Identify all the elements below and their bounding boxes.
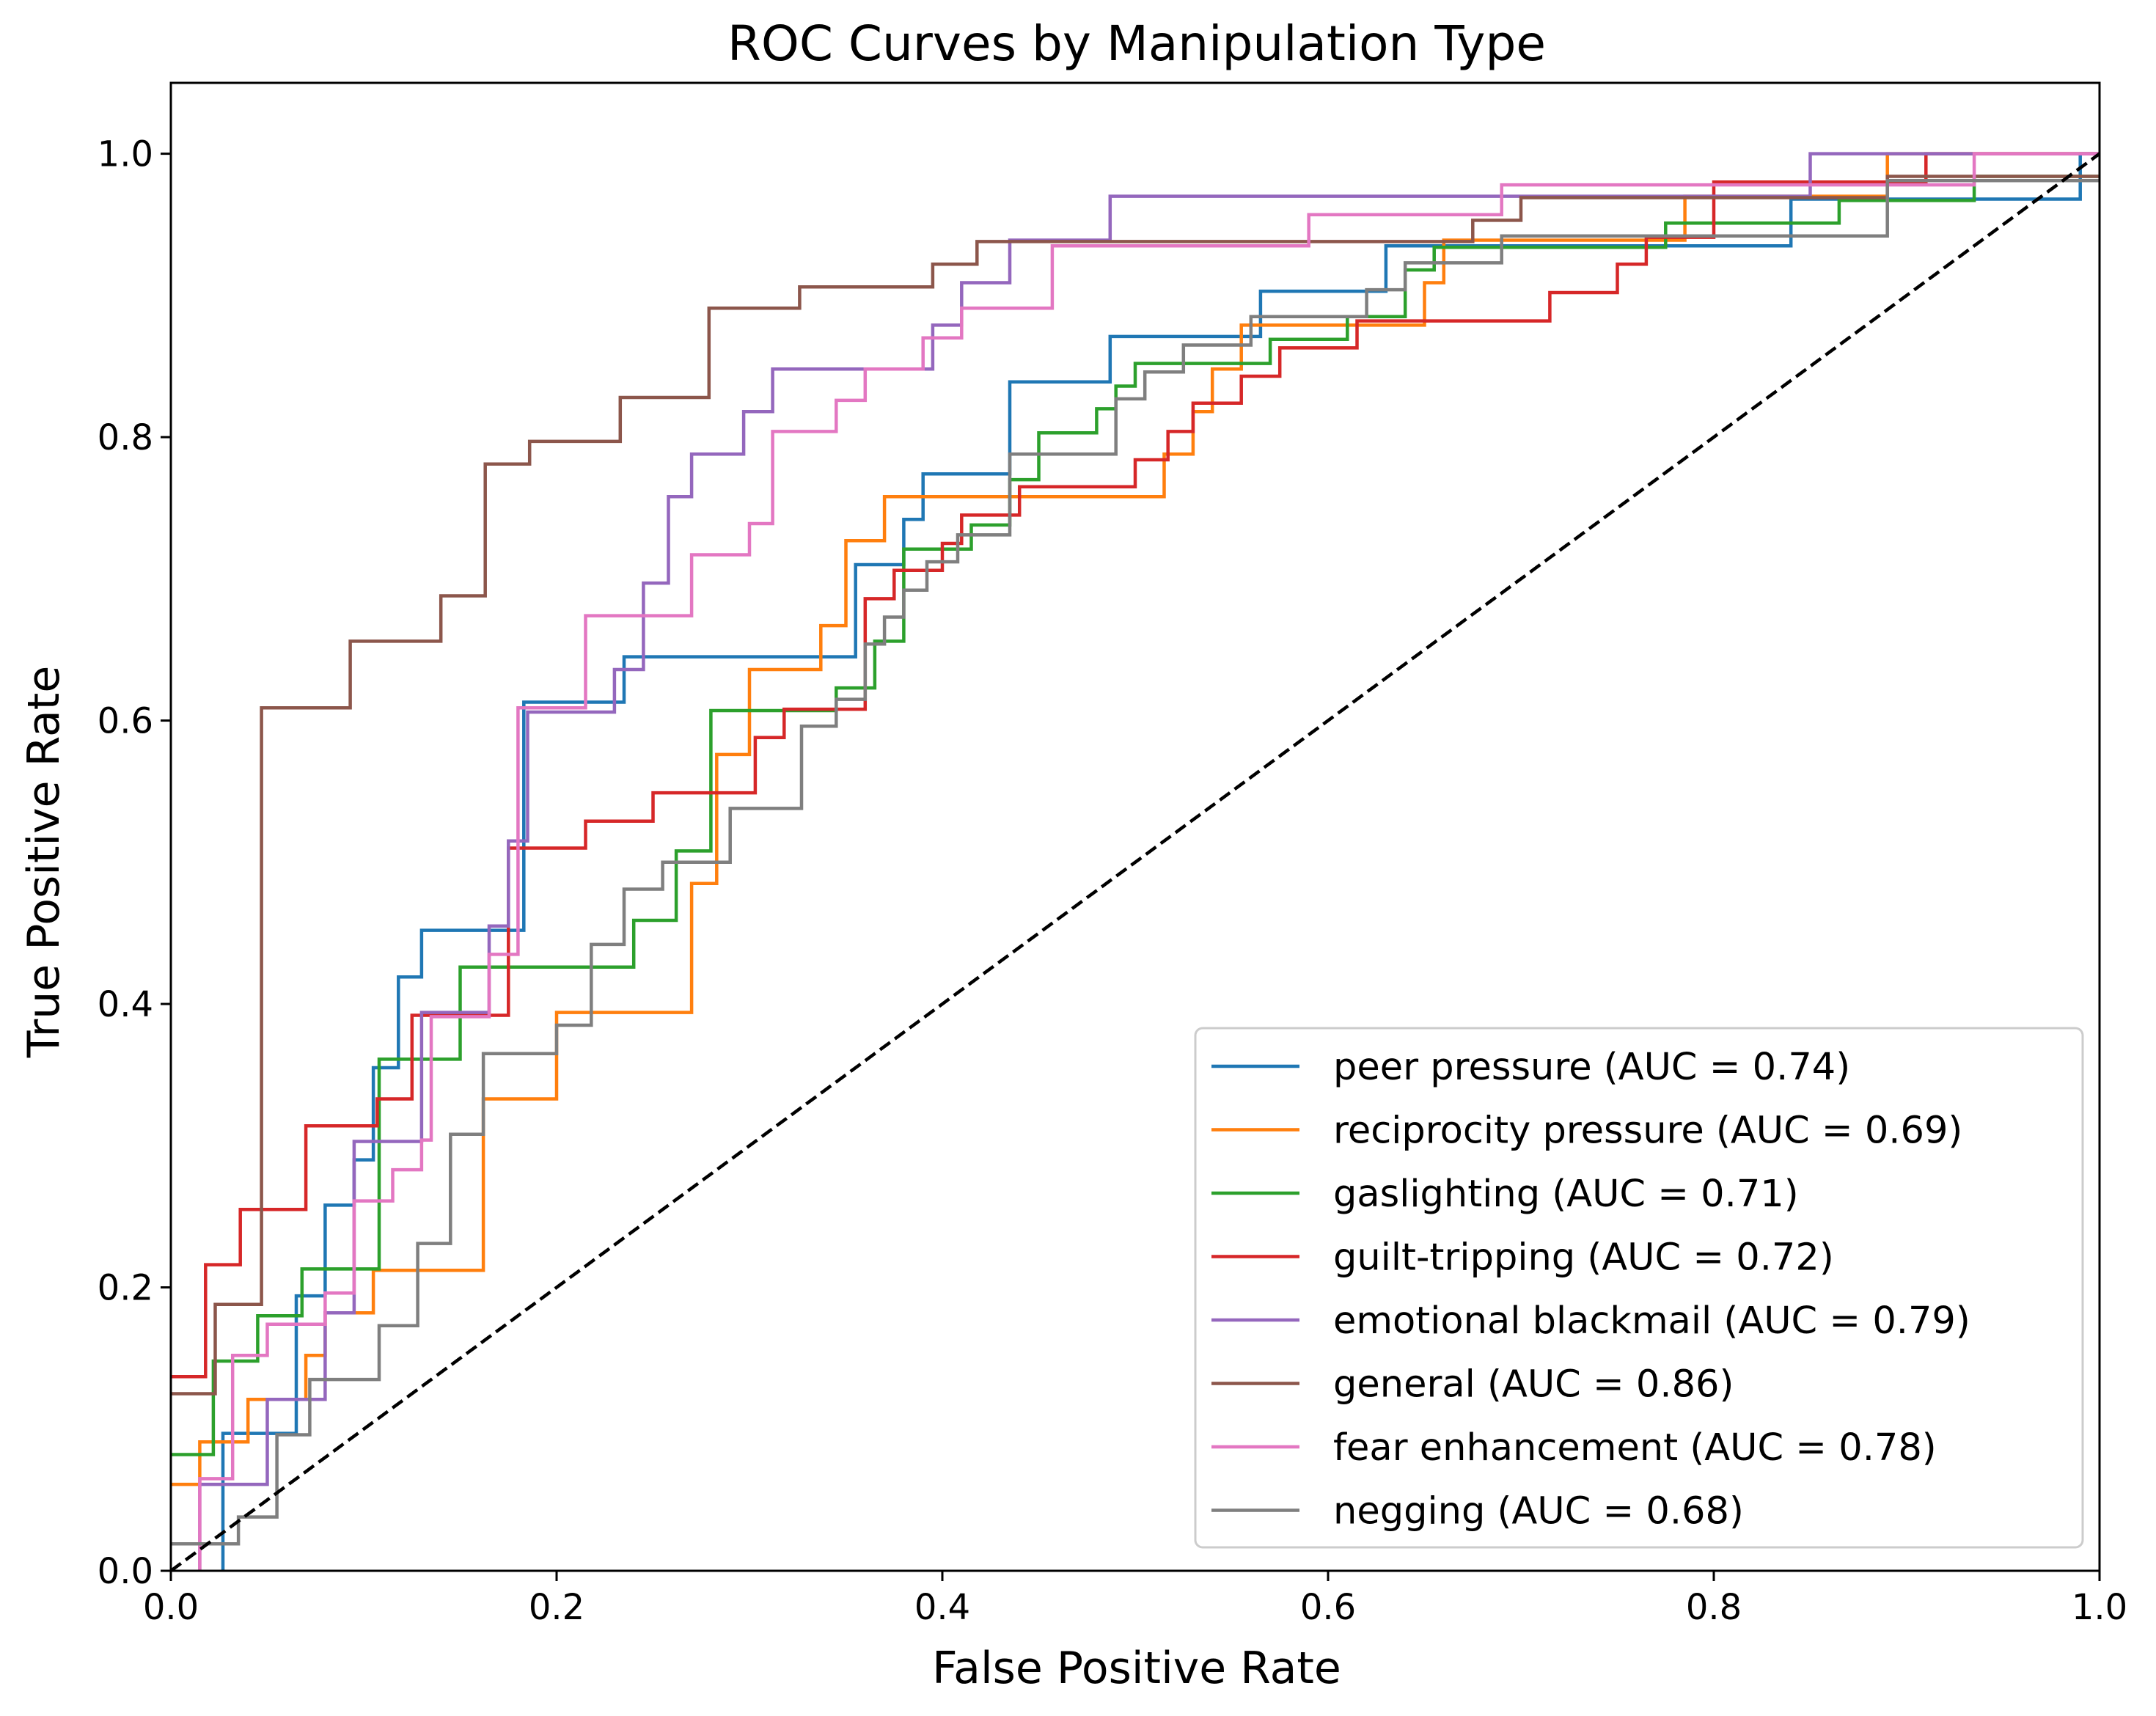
chart-title: ROC Curves by Manipulation Type xyxy=(727,15,1546,72)
y-tick-label: 0.8 xyxy=(98,417,153,458)
legend-box xyxy=(1194,1027,2084,1549)
curves xyxy=(171,152,2100,1571)
y-axis-label: True Positive Rate xyxy=(18,666,70,1058)
y-tick-label: 1.0 xyxy=(98,134,153,175)
y-tick-label: 0.2 xyxy=(98,1268,153,1309)
x-tick-label: 1.0 xyxy=(2072,1587,2127,1628)
series-line-7 xyxy=(198,152,2100,1571)
x-tick-label: 0.4 xyxy=(914,1587,970,1628)
y-tick-label: 0.4 xyxy=(98,984,153,1025)
legend-label-7: fear enhancement (AUC = 0.78) xyxy=(1333,1426,1937,1470)
legend-label-5: emotional blackmail (AUC = 0.79) xyxy=(1333,1299,1970,1343)
legend-label-6: general (AUC = 0.86) xyxy=(1333,1363,1734,1407)
axes-frame xyxy=(169,81,2101,1572)
x-tick-label: 0.2 xyxy=(529,1587,584,1628)
x-axis-label: False Positive Rate xyxy=(932,1643,1341,1694)
series-line-8 xyxy=(171,179,2100,1546)
legend-label-1: peer pressure (AUC = 0.74) xyxy=(1333,1046,1850,1089)
series-line-3 xyxy=(171,175,2100,1456)
legend-label-8: negging (AUC = 0.68) xyxy=(1333,1490,1744,1533)
legend-label-2: reciprocity pressure (AUC = 0.69) xyxy=(1333,1110,1962,1153)
y-tick-label: 0.6 xyxy=(98,701,153,742)
diagonal-reference-line xyxy=(171,152,2100,1571)
x-tick-label: 0.6 xyxy=(1300,1587,1356,1628)
legend: peer pressure (AUC = 0.74) reciprocity pr… xyxy=(1194,1027,2084,1549)
legend-label-4: guilt-tripping (AUC = 0.72) xyxy=(1333,1236,1834,1280)
legend-label-3: gaslighting (AUC = 0.71) xyxy=(1333,1173,1799,1216)
x-tick-label: 0.0 xyxy=(143,1587,199,1628)
series-line-4 xyxy=(171,152,2100,1379)
y-tick-label: 0.0 xyxy=(98,1551,153,1592)
ticks: 0.0 0.2 0.4 0.6 0.8 1.0 0.0 0.2 0.4 0.6 0.8 1.0 xyxy=(98,134,2128,1628)
plot-area xyxy=(169,81,2101,1572)
x-tick-label: 0.8 xyxy=(1686,1587,1742,1628)
series-line-6 xyxy=(171,175,2100,1396)
